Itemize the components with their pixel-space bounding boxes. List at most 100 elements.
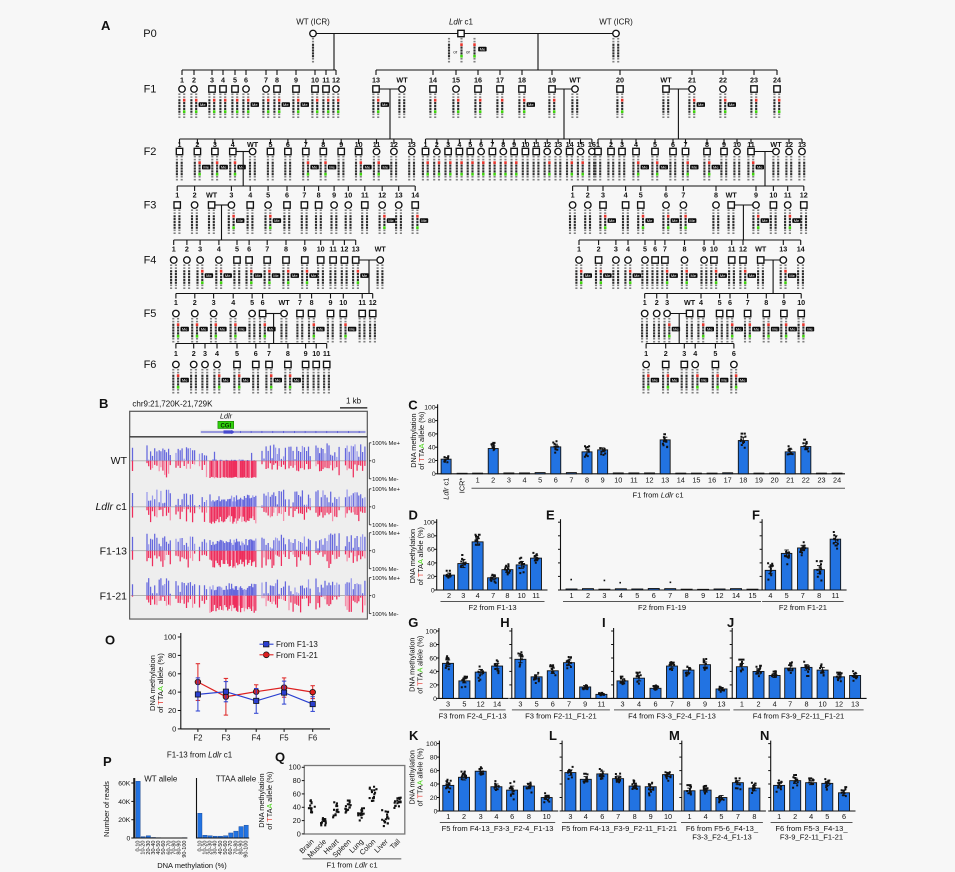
svg-text:WT: WT bbox=[726, 191, 738, 200]
svg-text:10: 10 bbox=[339, 298, 347, 307]
svg-text:19: 19 bbox=[548, 76, 556, 85]
svg-text:60: 60 bbox=[168, 669, 176, 678]
svg-text:8: 8 bbox=[321, 140, 325, 149]
svg-text:21: 21 bbox=[786, 476, 794, 485]
svg-text:F1 from Ldlr c1: F1 from Ldlr c1 bbox=[632, 490, 683, 499]
svg-text:F2 from F1-13: F2 from F1-13 bbox=[468, 603, 516, 612]
svg-text:9: 9 bbox=[332, 191, 336, 200]
svg-text:F1-21: F1-21 bbox=[100, 591, 128, 603]
svg-text:24: 24 bbox=[833, 476, 841, 485]
svg-text:60: 60 bbox=[429, 655, 437, 662]
svg-text:40: 40 bbox=[427, 560, 435, 567]
svg-text:14: 14 bbox=[566, 140, 574, 149]
svg-text:WT: WT bbox=[206, 191, 218, 200]
svg-text:of TTAA allele (%): of TTAA allele (%) bbox=[416, 636, 425, 694]
svg-text:E: E bbox=[546, 508, 555, 523]
svg-text:12: 12 bbox=[715, 591, 723, 600]
svg-text:F5: F5 bbox=[144, 308, 157, 320]
svg-text:12: 12 bbox=[378, 191, 386, 200]
svg-text:2: 2 bbox=[447, 591, 451, 600]
svg-text:100% Me-: 100% Me- bbox=[372, 567, 398, 573]
svg-text:1: 1 bbox=[643, 298, 647, 307]
svg-text:WT: WT bbox=[247, 140, 259, 149]
svg-text:P: P bbox=[103, 754, 112, 769]
svg-text:4: 4 bbox=[634, 140, 638, 149]
svg-text:80: 80 bbox=[429, 642, 437, 649]
svg-text:100: 100 bbox=[424, 405, 436, 412]
svg-text:18: 18 bbox=[518, 76, 526, 85]
svg-text:1: 1 bbox=[740, 699, 744, 708]
svg-text:11: 11 bbox=[373, 140, 381, 149]
svg-text:12: 12 bbox=[390, 140, 398, 149]
svg-text:7: 7 bbox=[569, 476, 573, 485]
svg-text:20: 20 bbox=[293, 816, 301, 825]
svg-text:6: 6 bbox=[653, 699, 657, 708]
svg-text:6: 6 bbox=[285, 191, 289, 200]
svg-text:6: 6 bbox=[254, 349, 258, 358]
svg-text:of TTAA allele (%): of TTAA allele (%) bbox=[417, 412, 426, 470]
svg-text:14: 14 bbox=[677, 476, 685, 485]
svg-text:5: 5 bbox=[785, 591, 789, 600]
svg-text:60: 60 bbox=[430, 768, 438, 775]
svg-text:13: 13 bbox=[352, 245, 360, 254]
svg-text:8: 8 bbox=[505, 591, 509, 600]
svg-text:7: 7 bbox=[684, 140, 688, 149]
svg-text:11: 11 bbox=[532, 140, 540, 149]
svg-text:5: 5 bbox=[235, 349, 239, 358]
svg-text:11: 11 bbox=[598, 699, 606, 708]
svg-text:7: 7 bbox=[616, 812, 620, 821]
svg-text:F3: F3 bbox=[144, 200, 157, 212]
svg-text:7: 7 bbox=[681, 191, 685, 200]
svg-text:13: 13 bbox=[661, 476, 669, 485]
svg-text:12: 12 bbox=[785, 140, 793, 149]
svg-text:5: 5 bbox=[825, 812, 829, 821]
svg-text:3: 3 bbox=[507, 476, 511, 485]
svg-text:3: 3 bbox=[446, 699, 450, 708]
svg-text:8: 8 bbox=[286, 349, 290, 358]
svg-text:0: 0 bbox=[127, 835, 131, 842]
svg-text:1: 1 bbox=[644, 349, 648, 358]
svg-text:9: 9 bbox=[782, 298, 786, 307]
svg-text:10: 10 bbox=[312, 349, 320, 358]
svg-text:WT: WT bbox=[375, 245, 387, 254]
svg-text:WT allele: WT allele bbox=[144, 775, 178, 784]
svg-text:2: 2 bbox=[435, 140, 439, 149]
svg-text:9: 9 bbox=[303, 245, 307, 254]
svg-text:Number of reads: Number of reads bbox=[102, 781, 111, 837]
svg-text:8: 8 bbox=[585, 476, 589, 485]
svg-text:10: 10 bbox=[355, 140, 363, 149]
svg-text:5: 5 bbox=[269, 140, 273, 149]
svg-text:6: 6 bbox=[652, 591, 656, 600]
svg-text:Ldlr: Ldlr bbox=[220, 411, 233, 420]
svg-text:2: 2 bbox=[609, 140, 613, 149]
svg-text:2: 2 bbox=[586, 591, 590, 600]
svg-text:13: 13 bbox=[798, 140, 806, 149]
svg-text:CGI: CGI bbox=[220, 423, 231, 429]
svg-text:From F1-21: From F1-21 bbox=[276, 651, 318, 660]
svg-text:3: 3 bbox=[620, 140, 624, 149]
svg-text:4: 4 bbox=[231, 140, 235, 149]
svg-text:0: 0 bbox=[433, 696, 437, 703]
svg-text:20-30: 20-30 bbox=[208, 841, 214, 855]
svg-text:WT: WT bbox=[279, 298, 291, 307]
svg-text:WT: WT bbox=[569, 76, 581, 85]
svg-text:10: 10 bbox=[819, 699, 827, 708]
svg-text:30-40: 30-40 bbox=[213, 841, 219, 855]
svg-text:12: 12 bbox=[332, 76, 340, 85]
svg-text:5: 5 bbox=[713, 349, 717, 358]
svg-text:DNA methylation (%): DNA methylation (%) bbox=[157, 861, 227, 870]
svg-text:60: 60 bbox=[428, 431, 436, 438]
svg-text:17: 17 bbox=[724, 476, 732, 485]
svg-text:2: 2 bbox=[597, 245, 601, 254]
svg-text:21: 21 bbox=[688, 76, 696, 85]
svg-text:1: 1 bbox=[180, 76, 184, 85]
svg-text:7: 7 bbox=[736, 812, 740, 821]
svg-text:1: 1 bbox=[174, 349, 178, 358]
svg-text:1: 1 bbox=[687, 812, 691, 821]
svg-text:90-100: 90-100 bbox=[182, 841, 188, 858]
svg-text:6: 6 bbox=[671, 140, 675, 149]
svg-text:5: 5 bbox=[535, 699, 539, 708]
svg-text:Ldlr c1: Ldlr c1 bbox=[449, 18, 474, 27]
svg-text:7: 7 bbox=[788, 699, 792, 708]
svg-text:13: 13 bbox=[554, 140, 562, 149]
